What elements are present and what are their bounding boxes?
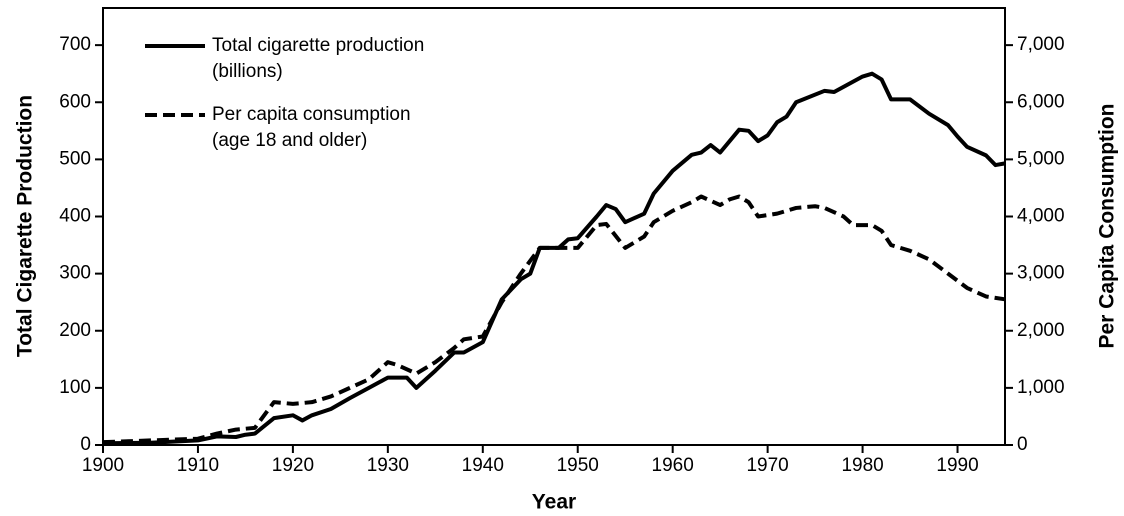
y2-tick-label: 2,000 xyxy=(1017,320,1065,341)
legend-label: Total cigarette production xyxy=(212,35,424,56)
y-tick-label: 0 xyxy=(80,434,91,455)
legend-label: (age 18 and older) xyxy=(212,130,367,151)
legend-label: Per capita consumption xyxy=(212,104,411,125)
legend-label: (billions) xyxy=(212,61,283,82)
series-line xyxy=(102,71,1006,446)
y2-tick-label: 4,000 xyxy=(1017,206,1065,227)
x-tick-label: 1950 xyxy=(557,455,599,476)
x-tick-label: 1930 xyxy=(367,455,409,476)
y2-tick-label: 6,000 xyxy=(1017,91,1065,112)
y2-tick-label: 1,000 xyxy=(1017,377,1065,398)
y2-tick-label: 3,000 xyxy=(1017,263,1065,284)
x-tick-label: 1990 xyxy=(936,455,978,476)
y2-axis-title: Per Capita Consumption xyxy=(1096,103,1119,348)
y-tick-label: 700 xyxy=(59,34,91,55)
x-tick-label: 1970 xyxy=(746,455,788,476)
x-tick-label: 1900 xyxy=(82,455,124,476)
x-tick-label: 1940 xyxy=(462,455,504,476)
series-line xyxy=(102,194,1006,445)
x-tick-label: 1910 xyxy=(177,455,219,476)
y-tick-label: 100 xyxy=(59,377,91,398)
y-axis-title: Total Cigarette Production xyxy=(14,95,37,357)
y-tick-label: 400 xyxy=(59,206,91,227)
plot-frame xyxy=(102,7,1006,446)
y2-tick-label: 5,000 xyxy=(1017,148,1065,169)
y-tick-label: 300 xyxy=(59,263,91,284)
y2-tick-label: 0 xyxy=(1017,434,1028,455)
x-tick-label: 1920 xyxy=(272,455,314,476)
y-tick-label: 500 xyxy=(59,148,91,169)
x-tick-label: 1980 xyxy=(841,455,883,476)
y-tick-label: 200 xyxy=(59,320,91,341)
y-tick-label: 600 xyxy=(59,91,91,112)
x-tick-label: 1960 xyxy=(652,455,694,476)
x-axis-title: Year xyxy=(532,491,576,514)
y2-tick-label: 7,000 xyxy=(1017,34,1065,55)
